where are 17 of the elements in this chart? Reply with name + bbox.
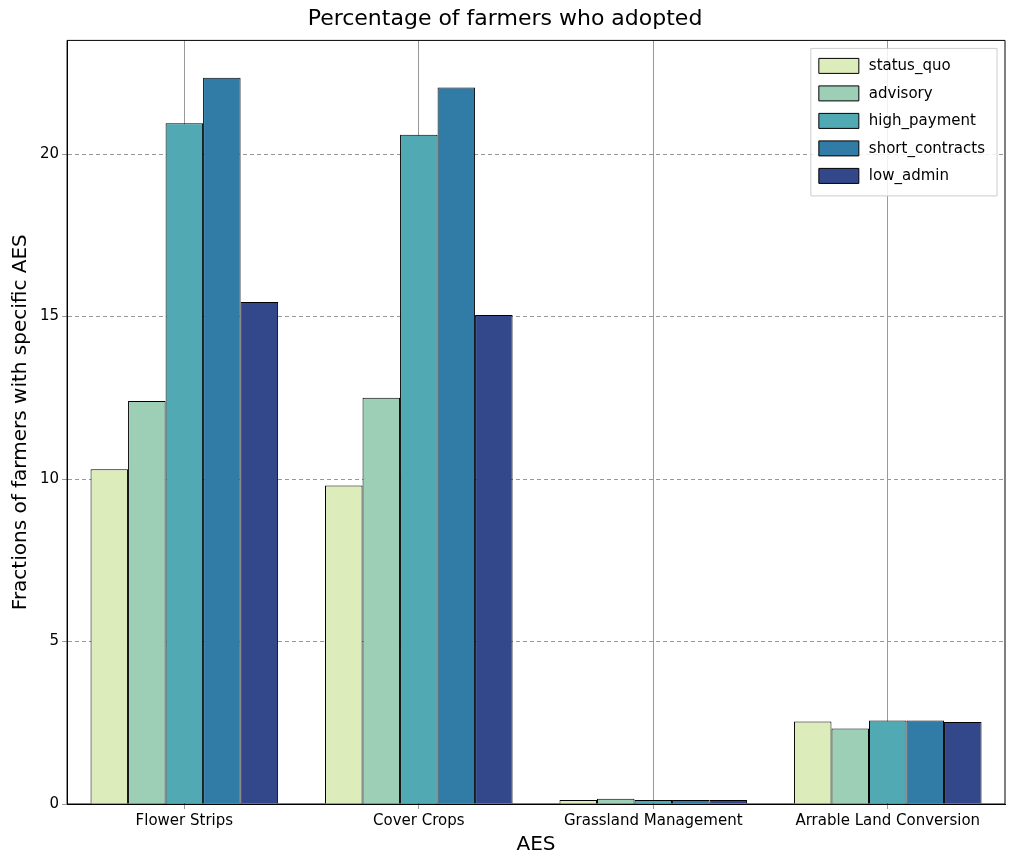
x-tick-label: Arrable Land Conversion <box>795 810 981 829</box>
y-tick-label: 5 <box>49 631 60 650</box>
y-tick-label: 0 <box>49 793 60 812</box>
x-tick-label: Cover Crops <box>373 810 465 829</box>
x-tick-label: Flower Strips <box>135 810 234 829</box>
legend-label: high_payment <box>868 111 976 131</box>
x-tick-label: Grassland Management <box>563 810 743 829</box>
y-tick-label: 15 <box>39 306 60 325</box>
y-tick-label: 20 <box>39 144 60 163</box>
legend-label: advisory <box>868 83 933 102</box>
chart-title: Percentage of farmers who adopted <box>307 4 703 30</box>
y-tick-label: 10 <box>39 468 60 487</box>
legend-label: short_contracts <box>868 138 986 158</box>
y-axis-title: Fractions of farmers with specific AES <box>7 234 32 611</box>
x-axis-title: AES <box>516 831 556 856</box>
legend-label: status_quo <box>868 56 951 76</box>
legend-label: low_admin <box>868 166 949 186</box>
